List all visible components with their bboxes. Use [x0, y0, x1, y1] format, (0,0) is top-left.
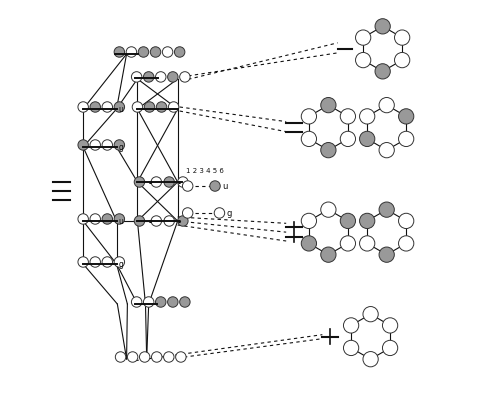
Circle shape [90, 257, 101, 267]
Circle shape [176, 352, 186, 363]
Circle shape [180, 73, 190, 83]
Circle shape [182, 208, 193, 219]
Circle shape [162, 48, 173, 58]
Circle shape [128, 352, 138, 363]
Circle shape [116, 352, 126, 363]
Circle shape [102, 103, 113, 113]
Circle shape [340, 109, 355, 125]
Circle shape [156, 73, 166, 83]
Circle shape [151, 177, 162, 188]
Circle shape [134, 216, 144, 227]
Circle shape [302, 132, 316, 147]
Circle shape [302, 109, 316, 125]
Circle shape [398, 214, 414, 229]
Circle shape [144, 297, 154, 308]
Circle shape [360, 236, 375, 251]
Circle shape [214, 208, 224, 219]
Circle shape [363, 352, 378, 367]
Circle shape [156, 103, 167, 113]
Circle shape [78, 257, 88, 267]
Circle shape [114, 103, 124, 113]
Circle shape [114, 257, 124, 267]
Circle shape [114, 140, 124, 151]
Circle shape [78, 140, 88, 151]
Circle shape [151, 216, 162, 227]
Circle shape [344, 340, 358, 356]
Circle shape [340, 214, 355, 229]
Circle shape [102, 214, 113, 225]
Circle shape [356, 31, 371, 46]
Circle shape [132, 103, 142, 113]
Circle shape [182, 181, 193, 192]
Circle shape [180, 297, 190, 308]
Circle shape [382, 340, 398, 356]
Circle shape [321, 203, 336, 218]
Circle shape [302, 236, 316, 251]
Circle shape [78, 103, 88, 113]
Circle shape [321, 143, 336, 158]
Circle shape [168, 103, 179, 113]
Circle shape [178, 177, 188, 188]
Circle shape [398, 109, 414, 125]
Circle shape [132, 297, 142, 308]
Circle shape [302, 214, 316, 229]
Circle shape [210, 181, 220, 192]
Circle shape [340, 236, 355, 251]
Circle shape [78, 214, 88, 225]
Circle shape [394, 53, 410, 69]
Circle shape [150, 48, 161, 58]
Circle shape [134, 177, 144, 188]
Circle shape [321, 247, 336, 263]
Circle shape [398, 132, 414, 147]
Circle shape [174, 48, 185, 58]
Circle shape [114, 214, 124, 225]
Circle shape [360, 214, 375, 229]
Circle shape [144, 103, 154, 113]
Circle shape [102, 257, 113, 267]
Circle shape [138, 48, 148, 58]
Circle shape [140, 352, 150, 363]
Text: g: g [118, 260, 124, 269]
Circle shape [90, 214, 101, 225]
Circle shape [144, 73, 154, 83]
Circle shape [394, 31, 410, 46]
Circle shape [360, 132, 375, 147]
Circle shape [126, 48, 136, 58]
Circle shape [360, 109, 375, 125]
Circle shape [156, 297, 166, 308]
Circle shape [168, 73, 178, 83]
Text: u: u [118, 105, 124, 114]
Circle shape [90, 103, 101, 113]
Circle shape [379, 98, 394, 113]
Circle shape [152, 352, 162, 363]
Circle shape [102, 140, 113, 151]
Circle shape [321, 98, 336, 113]
Circle shape [164, 177, 174, 188]
Circle shape [132, 73, 142, 83]
Circle shape [344, 318, 358, 333]
Circle shape [164, 216, 174, 227]
Circle shape [340, 132, 355, 147]
Circle shape [114, 48, 124, 58]
Circle shape [178, 216, 188, 227]
Circle shape [356, 53, 371, 69]
Text: g: g [226, 209, 232, 217]
Text: u: u [222, 182, 227, 190]
Circle shape [398, 236, 414, 251]
Circle shape [375, 65, 390, 80]
Text: g: g [118, 143, 124, 152]
Circle shape [90, 140, 101, 151]
Circle shape [379, 143, 394, 158]
Circle shape [363, 307, 378, 322]
Text: 1 2 3 4 5 6: 1 2 3 4 5 6 [186, 168, 224, 174]
Circle shape [375, 20, 390, 35]
Circle shape [379, 203, 394, 218]
Circle shape [164, 352, 174, 363]
Text: u: u [118, 217, 124, 226]
Circle shape [382, 318, 398, 333]
Circle shape [168, 297, 178, 308]
Circle shape [379, 247, 394, 263]
